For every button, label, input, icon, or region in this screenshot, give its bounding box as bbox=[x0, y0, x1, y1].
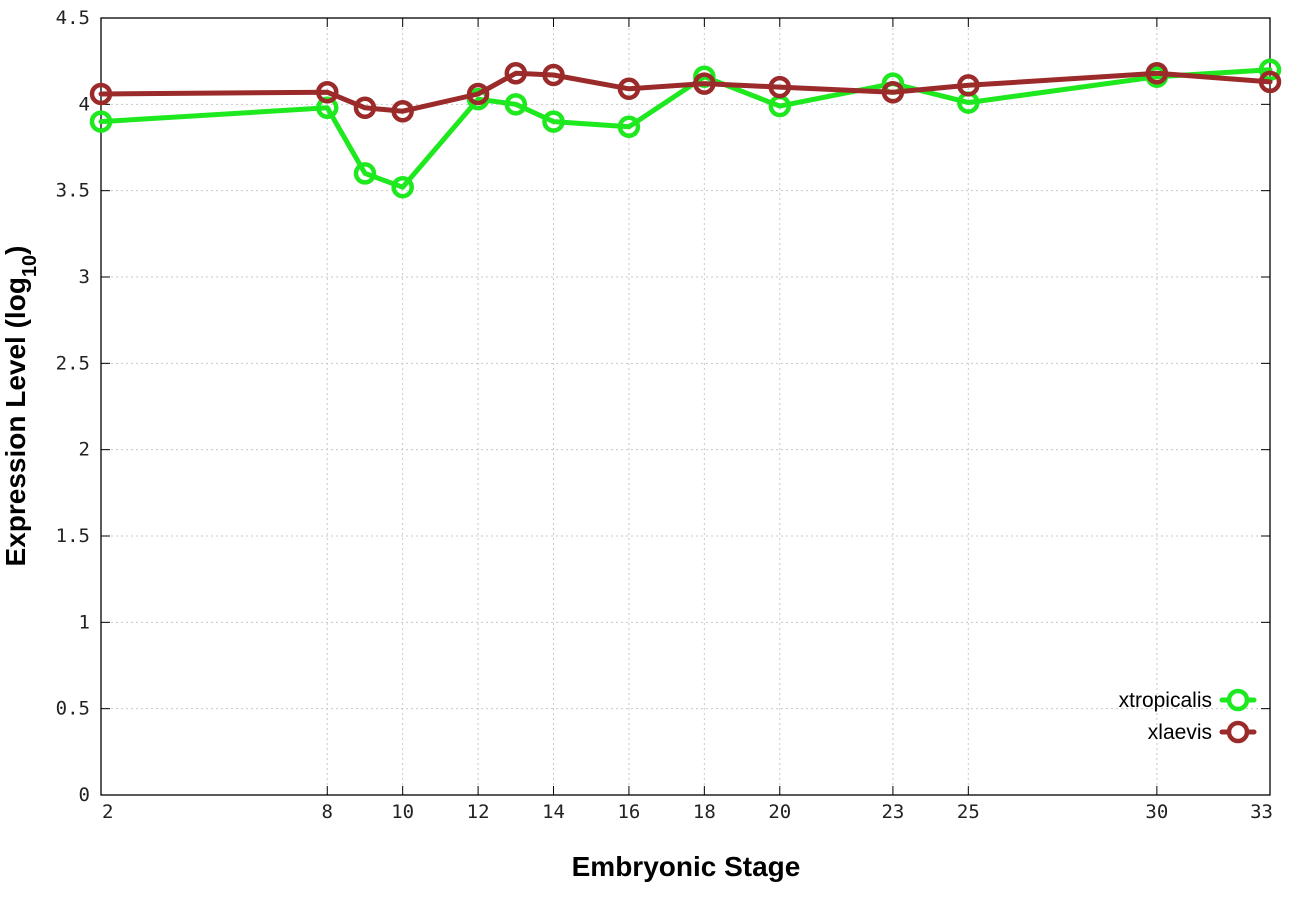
x-tick-label: 33 bbox=[1250, 801, 1273, 823]
y-tick-label: 0 bbox=[79, 784, 90, 806]
data-point-xtropicalis bbox=[1258, 58, 1282, 82]
x-tick-label: 14 bbox=[542, 801, 565, 823]
data-point-xlaevis bbox=[89, 82, 113, 106]
x-tick-label: 25 bbox=[957, 801, 980, 823]
y-tick-label: 1.5 bbox=[56, 525, 90, 547]
data-point-xlaevis bbox=[1258, 70, 1282, 94]
data-point-xtropicalis bbox=[89, 110, 113, 133]
data-point-xtropicalis bbox=[542, 110, 565, 133]
y-tick-label: 2 bbox=[79, 439, 90, 461]
series-layer bbox=[89, 58, 1282, 199]
y-tick-label: 3.5 bbox=[56, 180, 90, 202]
y-axis-title-main: Expression Level (log bbox=[0, 277, 31, 566]
data-point-xtropicalis bbox=[316, 96, 339, 120]
data-point-xlaevis bbox=[504, 62, 528, 85]
data-point-xtropicalis bbox=[617, 115, 641, 139]
data-point-xlaevis bbox=[881, 80, 905, 104]
y-tick-label: 4 bbox=[79, 93, 90, 115]
x-tick-label: 8 bbox=[322, 801, 333, 823]
data-point-xlaevis bbox=[353, 96, 377, 120]
data-point-xlaevis bbox=[316, 80, 339, 104]
x-tick-label: 18 bbox=[693, 801, 716, 823]
y-tick-label: 1 bbox=[79, 611, 90, 633]
legend-label: xtropicalis bbox=[1119, 689, 1212, 712]
y-tick-label: 3 bbox=[79, 266, 90, 288]
series-xtropicalis bbox=[89, 58, 1282, 199]
legend-label: xlaevis bbox=[1148, 721, 1212, 744]
data-point-xlaevis bbox=[617, 77, 641, 101]
data-point-xtropicalis bbox=[391, 175, 414, 199]
legend-marker-xtropicalis bbox=[1226, 688, 1250, 712]
x-tick-label: 20 bbox=[768, 801, 791, 823]
y-tick-label: 4.5 bbox=[56, 7, 90, 29]
data-point-xlaevis bbox=[768, 75, 792, 99]
series-line-xlaevis bbox=[98, 70, 1273, 114]
y-axis-title-close: ) bbox=[0, 246, 31, 255]
legend: xtropicalis xlaevis bbox=[1119, 688, 1257, 744]
series-xlaevis bbox=[89, 62, 1282, 123]
x-tick-label: 30 bbox=[1145, 801, 1168, 823]
data-point-xlaevis bbox=[466, 82, 490, 106]
axis-ticks: 0 0.5 1 1.5 2 2.5 3 3.5 4 4.5 2 8 10 12 14 16 18 20 23 25 30… bbox=[56, 7, 1273, 823]
x-axis-title: Embryonic Stage bbox=[572, 851, 801, 882]
data-point-xlaevis bbox=[542, 63, 565, 87]
legend-marker-xlaevis bbox=[1226, 720, 1250, 744]
data-point-xtropicalis bbox=[504, 93, 528, 116]
y-axis-title-subscript: 10 bbox=[19, 255, 41, 277]
x-tick-label: 2 bbox=[102, 801, 113, 823]
y-tick-label: 0.5 bbox=[56, 698, 90, 720]
data-point-xlaevis bbox=[1145, 62, 1169, 85]
data-point-xtropicalis bbox=[353, 162, 377, 185]
data-point-xlaevis bbox=[957, 74, 980, 97]
y-axis-title: Expression Level (log10) bbox=[0, 246, 41, 567]
plot-frame bbox=[100, 17, 1271, 796]
legend-item-xtropicalis: xtropicalis bbox=[1119, 688, 1257, 712]
x-tick-label: 10 bbox=[391, 801, 414, 823]
data-point-xlaevis bbox=[391, 99, 414, 123]
series-line-xtropicalis bbox=[98, 67, 1273, 190]
x-tick-label: 16 bbox=[617, 801, 640, 823]
legend-item-xlaevis: xlaevis bbox=[1148, 720, 1257, 744]
x-tick-label: 23 bbox=[881, 801, 904, 823]
y-tick-label: 2.5 bbox=[56, 352, 90, 374]
x-tick-label: 12 bbox=[467, 801, 490, 823]
grid bbox=[101, 18, 1270, 795]
data-point-xlaevis bbox=[693, 72, 716, 95]
